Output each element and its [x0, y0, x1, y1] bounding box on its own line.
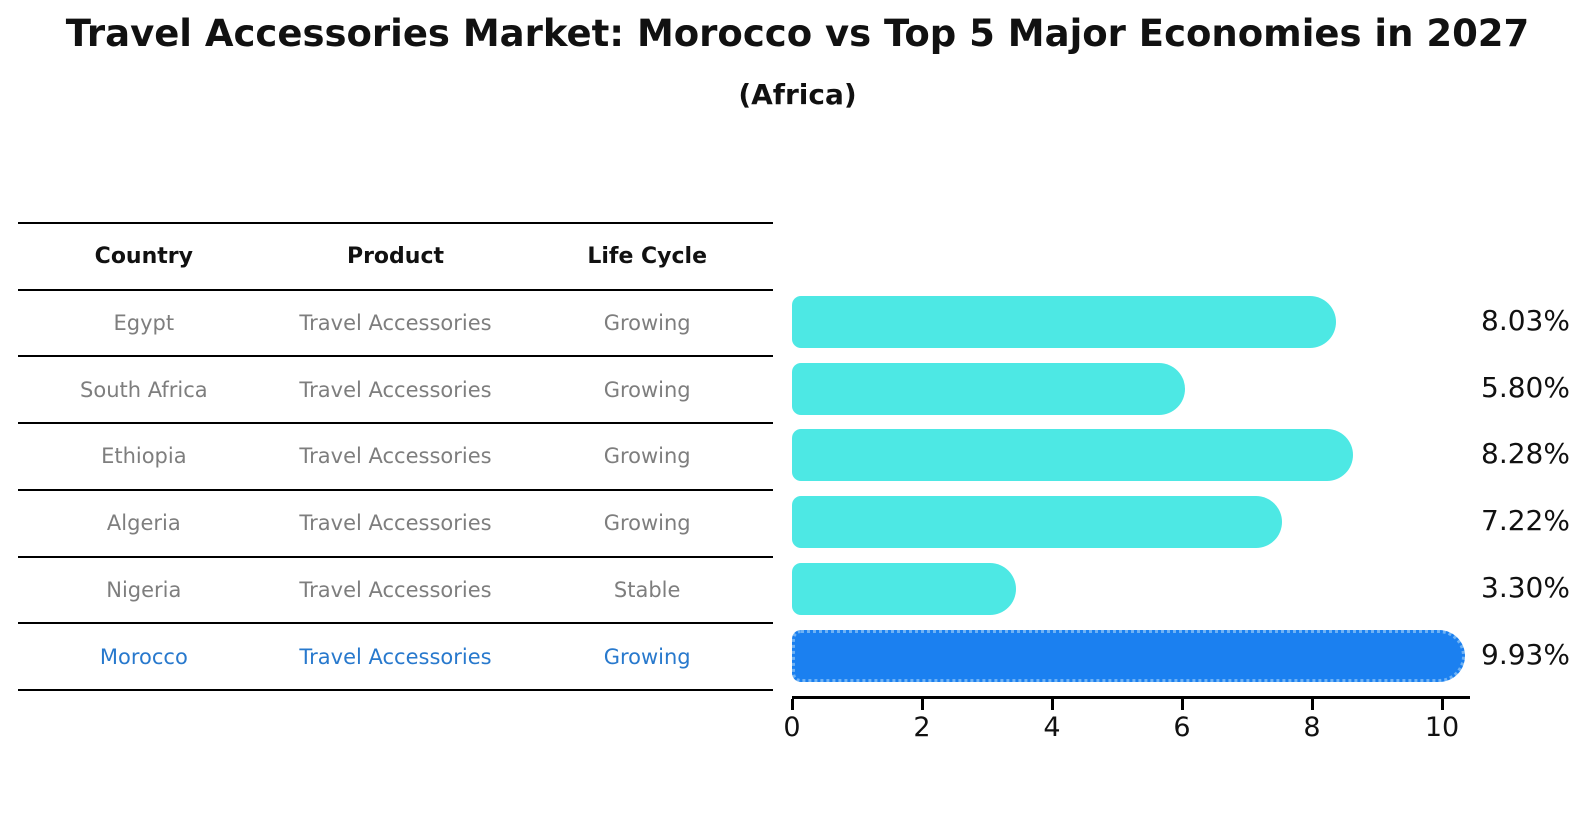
cell-product: Travel Accessories [299, 311, 492, 336]
chart-title: Travel Accessories Market: Morocco vs To… [65, 12, 1530, 55]
bar-value-label: 8.28% [1481, 437, 1570, 471]
bar-south-africa [792, 362, 1186, 415]
chart-subtitle: (Africa) [738, 78, 857, 111]
bar-value-label: 7.22% [1481, 504, 1570, 538]
x-axis-tick [1180, 699, 1184, 710]
bar-ethiopia [792, 429, 1354, 482]
cell-product: Travel Accessories [299, 644, 492, 669]
bar-egypt [792, 296, 1337, 349]
table-row: Ethiopia Travel Accessories Growing [18, 422, 773, 489]
x-axis-tick-label: 10 [1424, 712, 1460, 743]
cell-life-cycle: Stable [613, 577, 681, 602]
bar-morocco-highlighted [792, 629, 1466, 682]
x-axis-tick [1440, 699, 1444, 710]
table-row: Algeria Travel Accessories Growing [18, 488, 773, 556]
cell-life-cycle: Growing [603, 511, 691, 536]
cell-product: Travel Accessories [299, 511, 492, 536]
column-header-country: Country [94, 243, 193, 269]
cell-product: Travel Accessories [299, 577, 492, 602]
x-axis-tick [790, 699, 794, 710]
x-axis-line [792, 696, 1470, 699]
column-header-product: Product [346, 243, 445, 269]
cell-country: Egypt [113, 311, 175, 336]
cell-product: Travel Accessories [299, 377, 492, 402]
cell-life-cycle: Growing [603, 311, 691, 336]
bar-value-label: 8.03% [1481, 304, 1570, 338]
table-row-highlighted: Morocco Travel Accessories Growing [18, 622, 773, 689]
cell-country: Algeria [106, 511, 181, 536]
cell-life-cycle: Growing [603, 377, 691, 402]
cell-life-cycle: Growing [603, 644, 691, 669]
x-axis-tick-label: 6 [1173, 712, 1191, 743]
x-axis-tick [1310, 699, 1314, 710]
bar-nigeria [792, 562, 1016, 615]
table-header-row: Country Product Life Cycle [18, 222, 773, 289]
cell-country: South Africa [80, 377, 208, 402]
cell-product: Travel Accessories [299, 444, 492, 469]
country-table: Country Product Life Cycle Egypt Travel … [18, 222, 773, 691]
cell-country: Morocco [99, 644, 188, 669]
cell-country: Nigeria [106, 577, 182, 602]
x-axis-tick [1050, 699, 1054, 710]
x-axis-tick-label: 8 [1303, 712, 1321, 743]
bar-value-label: 3.30% [1481, 570, 1570, 604]
x-axis-tick-label: 0 [783, 712, 801, 743]
cell-country: Ethiopia [101, 444, 187, 469]
x-axis-tick [920, 699, 924, 710]
bar-value-label: 5.80% [1481, 370, 1570, 404]
column-header-life-cycle: Life Cycle [587, 243, 708, 269]
cell-life-cycle: Growing [603, 444, 691, 469]
x-axis-tick-label: 2 [913, 712, 931, 743]
table-row: Nigeria Travel Accessories Stable [18, 555, 773, 623]
bar-algeria [792, 496, 1282, 549]
x-axis-tick-label: 4 [1043, 712, 1061, 743]
bar-value-label: 9.93% [1481, 637, 1570, 671]
table-row: Egypt Travel Accessories Growing [18, 288, 773, 356]
table-row: South Africa Travel Accessories Growing [18, 355, 773, 422]
